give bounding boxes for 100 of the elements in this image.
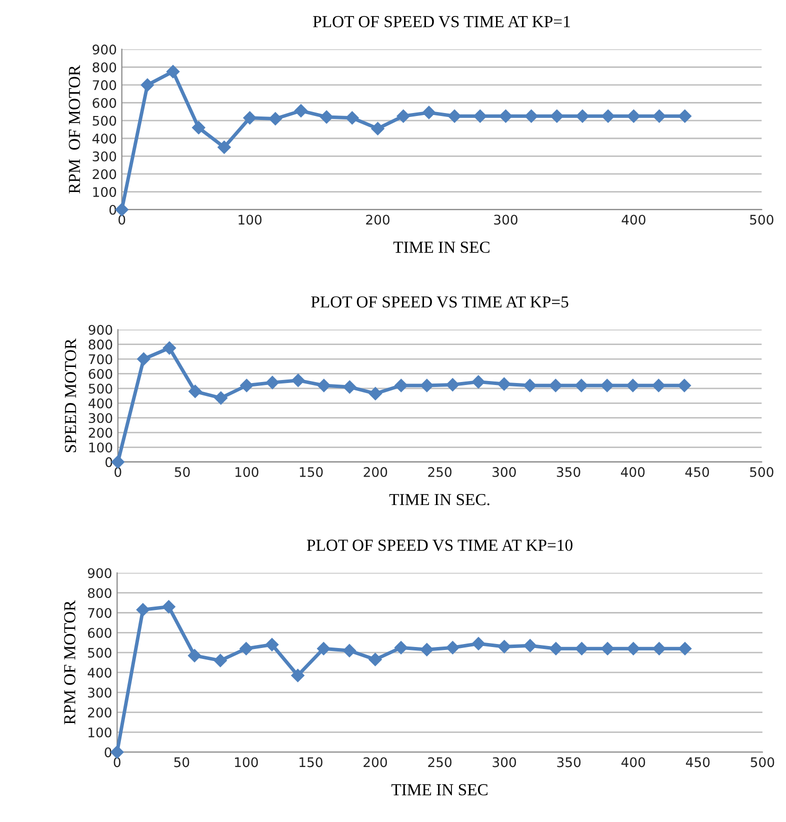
y-tick-label: 300 [88, 688, 112, 698]
x-tick-label: 300 [492, 467, 516, 478]
y-tick-label: 300 [92, 151, 116, 162]
x-tick-label: 100 [235, 757, 258, 768]
point [292, 374, 305, 387]
y-tick-label: 900 [92, 44, 116, 55]
y-tick-label: 700 [92, 80, 116, 90]
point [317, 642, 330, 656]
point [678, 110, 692, 123]
x-tick-label: 50 [174, 467, 190, 478]
y-axis-title: RPM OF MOTOR [64, 600, 76, 724]
point [346, 111, 359, 124]
point [446, 641, 460, 654]
y-tick-label: 900 [88, 324, 112, 335]
point [575, 642, 588, 656]
point [136, 603, 150, 616]
y-tick-label: 200 [92, 169, 116, 180]
y-tick-label: 400 [88, 668, 112, 678]
point [627, 110, 640, 123]
y-axis-title: SPEED MOTOR [64, 338, 76, 452]
point [240, 642, 253, 656]
point [188, 648, 202, 662]
point [368, 652, 382, 666]
point [218, 140, 231, 154]
point [549, 378, 562, 392]
y-tick-label: 400 [92, 134, 116, 144]
point [137, 352, 150, 366]
x-tick-label: 150 [300, 757, 322, 768]
y-tick-label: 200 [88, 708, 112, 718]
chart-title: PLOT OF SPEED VS TIME AT KP=1 [313, 16, 570, 28]
y-tick-label: 0 [109, 204, 116, 215]
x-axis-title: TIME IN SEC [393, 242, 490, 253]
x-tick-label: 450 [686, 757, 710, 768]
x-tick-label: 350 [557, 757, 581, 768]
y-tick-label: 200 [88, 428, 112, 438]
point [240, 378, 254, 392]
y-tick-label: 800 [88, 588, 112, 598]
y-tick-label: 600 [92, 98, 116, 108]
point [498, 377, 511, 391]
y-tick-label: 0 [106, 457, 112, 468]
point [448, 110, 462, 123]
point [652, 378, 666, 392]
x-axis-title: TIME IN SEC. [389, 494, 490, 506]
y-tick-label: 300 [88, 413, 112, 424]
point [192, 121, 206, 134]
point [368, 387, 382, 400]
point [678, 642, 692, 656]
y-tick-label: 700 [88, 354, 112, 364]
point [291, 668, 304, 682]
point [266, 376, 279, 390]
y-tick-label: 500 [88, 648, 112, 658]
point [214, 654, 227, 668]
x-tick-label: 250 [428, 757, 452, 768]
y-tick-label: 900 [88, 568, 112, 578]
point [162, 600, 176, 614]
point [574, 378, 588, 392]
point [243, 111, 256, 124]
point [626, 642, 640, 656]
x-tick-label: 500 [750, 757, 774, 768]
point [394, 378, 408, 392]
y-tick-label: 800 [92, 62, 116, 72]
point [320, 110, 334, 124]
point [343, 380, 356, 394]
point [420, 378, 434, 392]
point [265, 638, 279, 652]
point [498, 640, 511, 654]
x-tick-label: 200 [366, 214, 390, 225]
point [162, 341, 176, 355]
x-tick-label: 400 [621, 757, 646, 768]
y-tick-label: 500 [92, 116, 116, 126]
point [524, 110, 538, 123]
point [268, 112, 282, 126]
x-tick-label: 100 [236, 467, 258, 478]
x-tick-label: 100 [238, 214, 262, 225]
chart-title: PLOT OF SPEED VS TIME AT KP=5 [311, 296, 568, 308]
point [472, 637, 486, 650]
point [342, 644, 356, 658]
x-tick-label: 50 [174, 757, 190, 768]
point [371, 122, 384, 136]
point [394, 641, 408, 654]
point [652, 110, 666, 123]
point [601, 110, 615, 123]
point [214, 391, 228, 405]
point [652, 642, 666, 656]
point [499, 110, 512, 123]
point [550, 110, 564, 123]
y-tick-label: 400 [88, 398, 112, 408]
y-tick-label: 800 [88, 340, 112, 350]
y-tick-label: 0 [104, 747, 112, 758]
point [678, 378, 691, 392]
point [166, 64, 180, 78]
y-tick-label: 500 [88, 384, 112, 394]
y-tick-label: 100 [88, 727, 112, 738]
y-tick-label: 700 [88, 608, 112, 618]
point [524, 639, 537, 652]
x-tick-label: 500 [750, 467, 774, 478]
x-tick-label: 200 [364, 757, 387, 768]
point [600, 378, 614, 392]
x-tick-label: 300 [492, 757, 516, 768]
point [549, 642, 563, 656]
